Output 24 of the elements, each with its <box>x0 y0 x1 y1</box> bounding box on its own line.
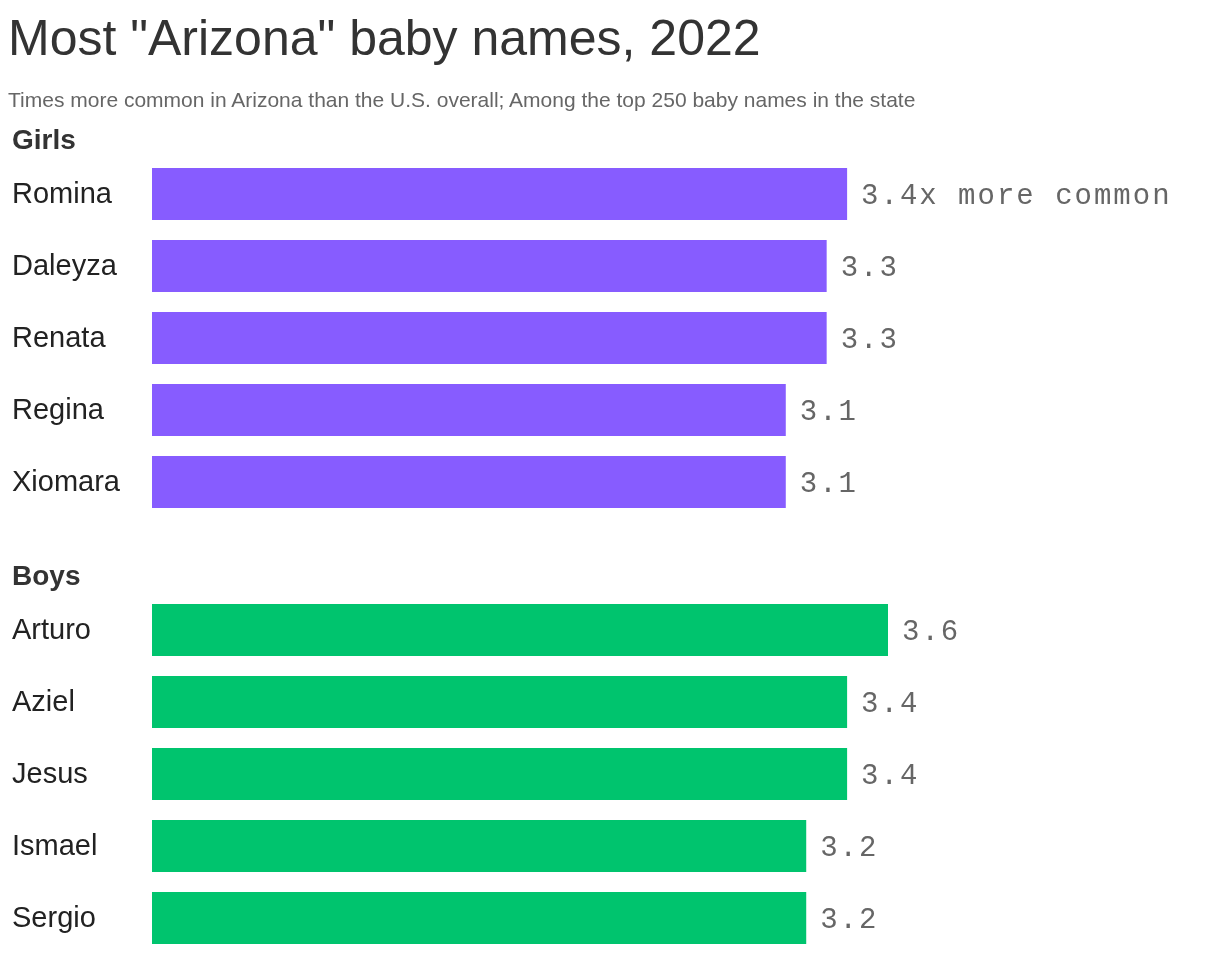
y-tick-label: Arturo <box>12 613 91 645</box>
y-tick-label: Sergio <box>12 901 96 933</box>
data-label: 3.4 <box>861 688 920 721</box>
data-label: 3.6 <box>902 616 961 649</box>
chart-title: Most "Arizona" baby names, 2022 <box>8 9 762 68</box>
y-tick-label: Renata <box>12 321 107 353</box>
data-label: 3.1 <box>799 396 858 429</box>
y-tick-label: Ismael <box>12 829 98 861</box>
data-label: 3.2 <box>820 904 879 937</box>
y-tick-label: Jesus <box>12 757 88 789</box>
y-tick-label: Romina <box>12 177 113 209</box>
data-label: 3.4x more common <box>861 180 1172 213</box>
data-label: 3.2 <box>820 832 879 865</box>
y-tick-label: Xiomara <box>12 465 121 497</box>
y-tick-label: Aziel <box>12 685 75 717</box>
y-tick-label: Daleyza <box>12 249 118 281</box>
y-axis-title: Boys <box>12 559 82 593</box>
y-axis-title: Girls <box>12 123 77 157</box>
y-tick-label: Regina <box>12 393 105 425</box>
chart-subtitle: Times more common in Arizona than the U.S. overall; Among the top 250 baby names in the state <box>8 87 917 113</box>
data-label: 3.3 <box>840 324 899 357</box>
data-label: 3.1 <box>799 468 858 501</box>
data-label: 3.3 <box>840 252 899 285</box>
data-label: 3.4 <box>861 760 920 793</box>
